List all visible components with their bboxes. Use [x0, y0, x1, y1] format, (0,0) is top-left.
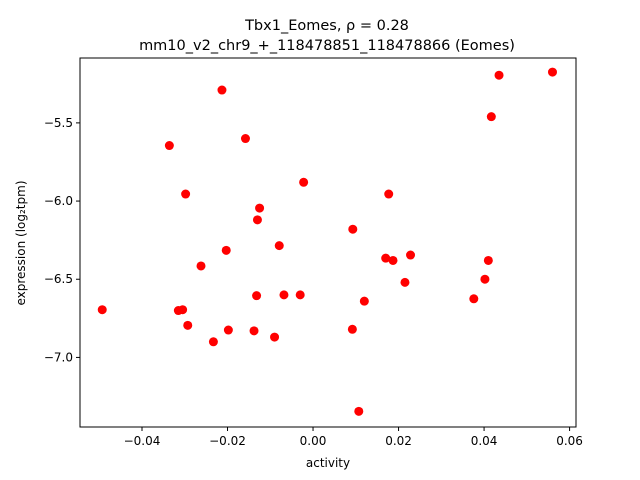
data-point-19 — [295, 290, 305, 300]
y-tick-label: −5.5 — [44, 116, 73, 130]
data-point-24 — [359, 296, 369, 306]
data-point-26 — [384, 189, 394, 199]
data-point-6 — [196, 261, 206, 271]
data-point-22 — [348, 224, 358, 234]
data-point-35 — [547, 67, 557, 77]
data-point-20 — [299, 177, 309, 187]
data-point-27 — [388, 255, 398, 265]
data-point-23 — [354, 406, 364, 416]
data-point-0 — [97, 305, 107, 315]
data-point-33 — [486, 112, 496, 122]
x-axis-label: activity — [306, 456, 350, 470]
x-tick-label: 0.00 — [300, 434, 327, 448]
data-point-34 — [494, 70, 504, 80]
data-point-9 — [221, 245, 231, 255]
data-point-32 — [483, 255, 493, 265]
data-point-14 — [252, 215, 262, 225]
y-tick-label: −6.5 — [44, 272, 73, 286]
chart-title-line1: Tbx1_Eomes, ρ = 0.28 — [244, 18, 409, 34]
y-tick-label: −7.0 — [44, 350, 73, 364]
y-tick-label: −6.0 — [44, 194, 73, 208]
data-point-13 — [252, 291, 262, 301]
x-tick-label: −0.02 — [209, 434, 246, 448]
data-point-31 — [480, 274, 490, 284]
data-point-12 — [249, 326, 259, 336]
data-point-4 — [181, 189, 191, 199]
data-point-16 — [270, 332, 280, 342]
chart-title-line2: mm10_v2_chr9_+_118478851_118478866 (Eome… — [139, 38, 515, 54]
data-point-1 — [164, 141, 174, 151]
data-point-21 — [347, 324, 357, 334]
x-tick-label: 0.04 — [471, 434, 498, 448]
x-tick-label: −0.04 — [124, 434, 161, 448]
x-axis-ticks: −0.04 −0.02 0.00 0.02 0.04 0.06 — [124, 427, 583, 448]
data-point-18 — [279, 290, 289, 300]
x-tick-label: 0.02 — [385, 434, 412, 448]
data-point-28 — [400, 277, 410, 287]
x-tick-label: 0.06 — [556, 434, 583, 448]
data-point-30 — [469, 294, 479, 304]
data-point-11 — [240, 134, 250, 144]
y-axis-ticks: −7.0 −6.5 −6.0 −5.5 — [44, 116, 80, 364]
data-points — [97, 67, 557, 416]
data-point-25 — [381, 253, 391, 263]
data-point-7 — [208, 337, 218, 347]
y-axis-label: expression (log₂tpm) — [14, 180, 28, 305]
data-point-29 — [406, 250, 416, 260]
data-point-3 — [178, 305, 188, 315]
data-point-8 — [217, 85, 227, 95]
plot-area-frame — [79, 57, 577, 428]
data-point-15 — [255, 203, 265, 213]
data-point-17 — [274, 241, 284, 251]
data-point-5 — [183, 320, 193, 330]
data-point-10 — [223, 325, 233, 335]
